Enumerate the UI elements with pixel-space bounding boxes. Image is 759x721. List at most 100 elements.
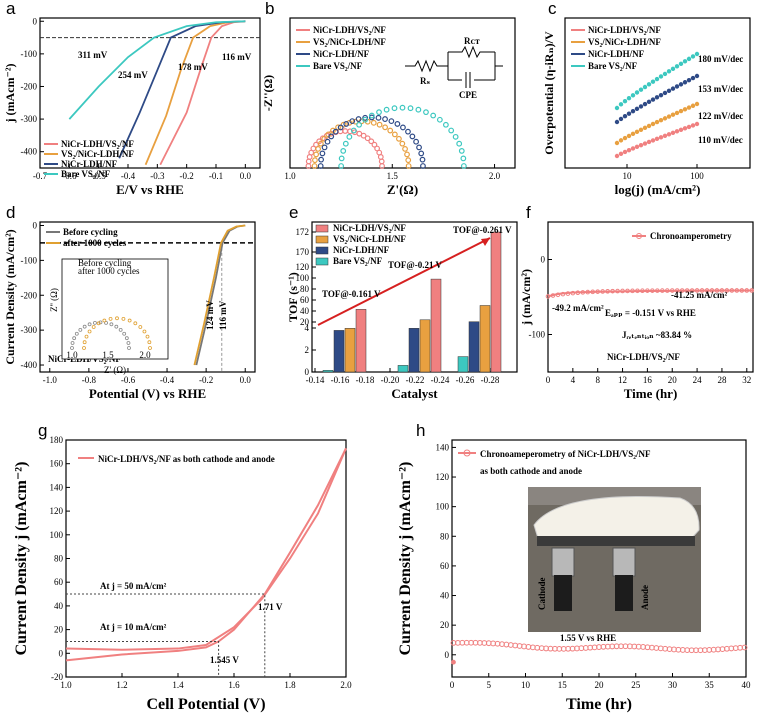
ca-point [660, 288, 665, 293]
nyquist-point [394, 121, 401, 127]
y-tick-label: 0 [541, 255, 546, 265]
tafel-point [622, 149, 628, 155]
y-tick-label: 60 [440, 561, 450, 571]
panel-f: 0 4 8 12 16 20 24 28 32 0 -100 f Time (hr) j (mA/cm²)… [519, 203, 755, 401]
tafel-slope-label: 110 mV/dec [698, 135, 743, 145]
nyquist-point [442, 121, 449, 128]
nyquist-point [328, 133, 335, 140]
inset-point [82, 340, 87, 345]
ca-point [714, 288, 720, 293]
y-tick-label: 60 [54, 577, 64, 587]
x-tick-label: 100 [690, 171, 704, 181]
tafel-point [622, 135, 628, 141]
nyquist-point [456, 140, 463, 147]
y-tick-label: -400 [21, 360, 38, 370]
cell-voltage-10: 1.545 V [210, 655, 239, 665]
tof-bar [344, 328, 356, 373]
y-axis-label: j (mAcm⁻²) [3, 64, 17, 124]
inset-legend-item: Before cycling [78, 258, 132, 268]
ca-point [694, 288, 700, 293]
tafel-point [642, 141, 648, 146]
x-axis-label: Time (hr) [624, 386, 678, 401]
inset-point [118, 327, 123, 332]
retention-label: Jᵣₑₜₑₙₜᵢₒₙ ~83.84 % [622, 330, 692, 340]
x-tick-label: 12 [618, 375, 627, 385]
tafel-point [678, 108, 684, 114]
inset-x-tick-label: 2.0 [139, 350, 151, 360]
photo-electrode-anode [615, 575, 633, 611]
tafel-point [630, 108, 636, 114]
tafel-point [634, 106, 640, 111]
x-tick-label: -0.2 [199, 375, 213, 385]
panel-b-legend-item: NiCr-LDH/NF [313, 49, 370, 59]
y-tick-label: 172 [296, 227, 310, 237]
tafel-point [666, 69, 672, 74]
nyquist-point [396, 135, 402, 142]
inset-y-label: Z'' (Ω) [49, 288, 59, 312]
tafel-point [682, 80, 688, 85]
overpotential-label: 124 mV [205, 300, 215, 330]
overpotential-label: 116 mV [218, 300, 228, 330]
tafel-point [622, 114, 628, 119]
cell-voltage-50: 1.71 V [258, 602, 283, 612]
nyquist-point [362, 114, 369, 121]
legend-swatch [315, 235, 329, 244]
panel-letter-c: c [548, 0, 557, 18]
inset-frame [61, 258, 169, 360]
panel-a-legend-item: NiCr-LDH/VS₂/NF [61, 139, 134, 149]
x-tick-label: 1.0 [60, 680, 72, 690]
x-tick-label: 35 [705, 680, 715, 690]
y-tick-label: 2 [305, 345, 310, 355]
x-tick-label: -0.26 [456, 375, 475, 385]
lsv-line [65, 447, 347, 662]
nyquist-point [409, 133, 416, 140]
nyquist-point [458, 148, 465, 154]
inset-point [145, 334, 150, 339]
end-current-label: -41.25 mA/cm² [671, 290, 727, 300]
x-tick-label: 0 [546, 375, 551, 385]
y-tick-label: 100 [50, 530, 64, 540]
tof-bar [457, 356, 469, 373]
tof-bar [430, 278, 442, 373]
x-tick-label: 4 [571, 375, 576, 385]
nyquist-point [448, 127, 455, 134]
panel-letter-h: h [416, 421, 425, 440]
cell-voltage-label: 1.55 V vs RHE [560, 633, 616, 643]
x-tick-label: 2.0 [489, 171, 501, 181]
nyquist-point [340, 148, 347, 154]
inset-legend-item: after 1000 cycles [78, 266, 140, 276]
y-tick-label: 0 [33, 220, 38, 230]
nyquist-point [405, 157, 412, 164]
y-tick-label: 0 [59, 648, 64, 658]
panel-d-legend-item: after 1000 cycles [63, 238, 127, 248]
tafel-point [638, 142, 644, 148]
nyquist-point [349, 118, 356, 125]
x-axis-label: Cell Potential (V) [146, 696, 265, 713]
tafel-point [626, 147, 632, 153]
nyquist-point [376, 121, 383, 128]
inset-x-tick-label: 1.0 [66, 350, 78, 360]
y-tick-label: 80 [300, 284, 310, 294]
ca-point [719, 288, 725, 293]
tafel-point [654, 119, 660, 125]
ca-point [560, 291, 566, 297]
tafel-point [682, 59, 688, 64]
tafel-point [678, 61, 684, 67]
nyquist-point [318, 156, 325, 163]
nyquist-point [360, 132, 367, 139]
x-tick-label: -0.4 [121, 171, 136, 181]
tafel-point [686, 124, 692, 130]
y-axis-label: Current Density j (mAcm⁻²) [13, 462, 30, 656]
tafel-slope-label: 122 mV/dec [698, 111, 743, 121]
nyquist-point [377, 154, 384, 160]
legend-swatch [315, 246, 329, 255]
y-tick-label: 0 [33, 16, 38, 26]
nyquist-point [405, 128, 411, 135]
x-tick-label: -0.2 [180, 171, 194, 181]
x-tick-label: 10 [521, 680, 531, 690]
y-axis-label: Current Density (mA/cm²) [3, 229, 17, 364]
ca-point [555, 292, 561, 298]
y-tick-label: 120 [296, 262, 310, 272]
tafel-point [666, 88, 672, 93]
nyquist-point [376, 109, 382, 116]
